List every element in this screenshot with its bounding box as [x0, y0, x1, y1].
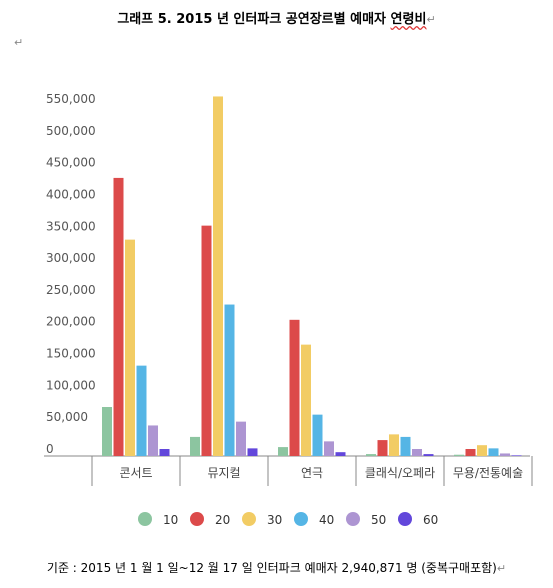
legend-marker	[242, 512, 256, 526]
bar	[113, 177, 124, 456]
y-tick-label: 0	[46, 442, 54, 456]
x-tick-label: 클래식/오페라	[365, 466, 435, 480]
y-tick-label: 500,000	[46, 124, 96, 138]
bar	[312, 414, 323, 456]
y-tick-label: 450,000	[46, 156, 96, 170]
bar	[102, 407, 112, 456]
y-tick-label: 200,000	[46, 315, 96, 329]
bar	[377, 440, 388, 456]
bar	[465, 449, 476, 456]
footer-note: 기준 : 2015 년 1 월 1 일~12 월 17 일 인터파크 예매자 2…	[0, 559, 553, 576]
legend-label: 30	[267, 513, 282, 527]
bar	[400, 436, 411, 456]
y-tick-label: 100,000	[46, 378, 96, 392]
bar	[224, 304, 235, 456]
bar	[488, 448, 499, 456]
bar	[366, 454, 376, 456]
bar	[247, 448, 258, 456]
bar	[511, 455, 522, 456]
y-tick-label: 300,000	[46, 251, 96, 265]
legend-label: 40	[319, 513, 334, 527]
legend-marker	[398, 512, 412, 526]
paragraph-mark: ↵	[14, 36, 24, 49]
legend-label: 50	[371, 513, 386, 527]
bar	[454, 454, 464, 456]
y-tick-label: 50,000	[46, 410, 88, 424]
paragraph-mark: ↵	[496, 562, 507, 575]
y-tick-label: 350,000	[46, 219, 96, 233]
bar	[125, 239, 135, 456]
bar	[389, 434, 399, 456]
x-tick-label: 연극	[301, 466, 323, 480]
bar	[278, 447, 288, 456]
legend-label: 10	[163, 513, 178, 527]
x-tick-label: 뮤지컬	[207, 466, 240, 480]
bar	[136, 365, 147, 456]
bar	[423, 454, 434, 456]
y-tick-label: 150,000	[46, 347, 96, 361]
x-tick-label: 콘서트	[119, 466, 152, 480]
bar	[159, 449, 170, 456]
legend-marker	[294, 512, 308, 526]
legend-label: 20	[215, 513, 230, 527]
legend-label: 60	[423, 513, 438, 527]
y-tick-label: 550,000	[46, 92, 96, 106]
y-tick-label: 400,000	[46, 187, 96, 201]
y-tick-label: 250,000	[46, 283, 96, 297]
bar	[412, 449, 422, 456]
paragraph-mark: ↵	[426, 13, 436, 26]
bar	[324, 441, 334, 456]
bar	[477, 445, 487, 456]
bar	[190, 436, 200, 456]
bar-chart: 0 50,000 100,000 150,000 200,000 250,000 300,0…	[44, 92, 533, 527]
bar	[213, 96, 223, 457]
title-spellcheck-word: 연령비	[390, 12, 427, 27]
bar	[301, 344, 311, 456]
bar	[148, 425, 158, 456]
bar	[201, 225, 212, 456]
legend-marker	[138, 512, 152, 526]
legend-marker	[190, 512, 204, 526]
bar	[335, 452, 346, 456]
footer-text: 기준 : 2015 년 1 월 1 일~12 월 17 일 인터파크 예매자 2…	[46, 561, 497, 575]
bar	[236, 421, 246, 456]
x-tick-label: 무용/전통예술	[453, 466, 523, 480]
bar	[289, 319, 300, 456]
bar	[500, 453, 510, 456]
legend-marker	[346, 512, 360, 526]
document-title: 그래프 5. 2015 년 인터파크 공연장르별 예매자 연령비↵	[0, 8, 553, 27]
title-text: 그래프 5. 2015 년 인터파크 공연장르별 예매자	[117, 12, 391, 27]
